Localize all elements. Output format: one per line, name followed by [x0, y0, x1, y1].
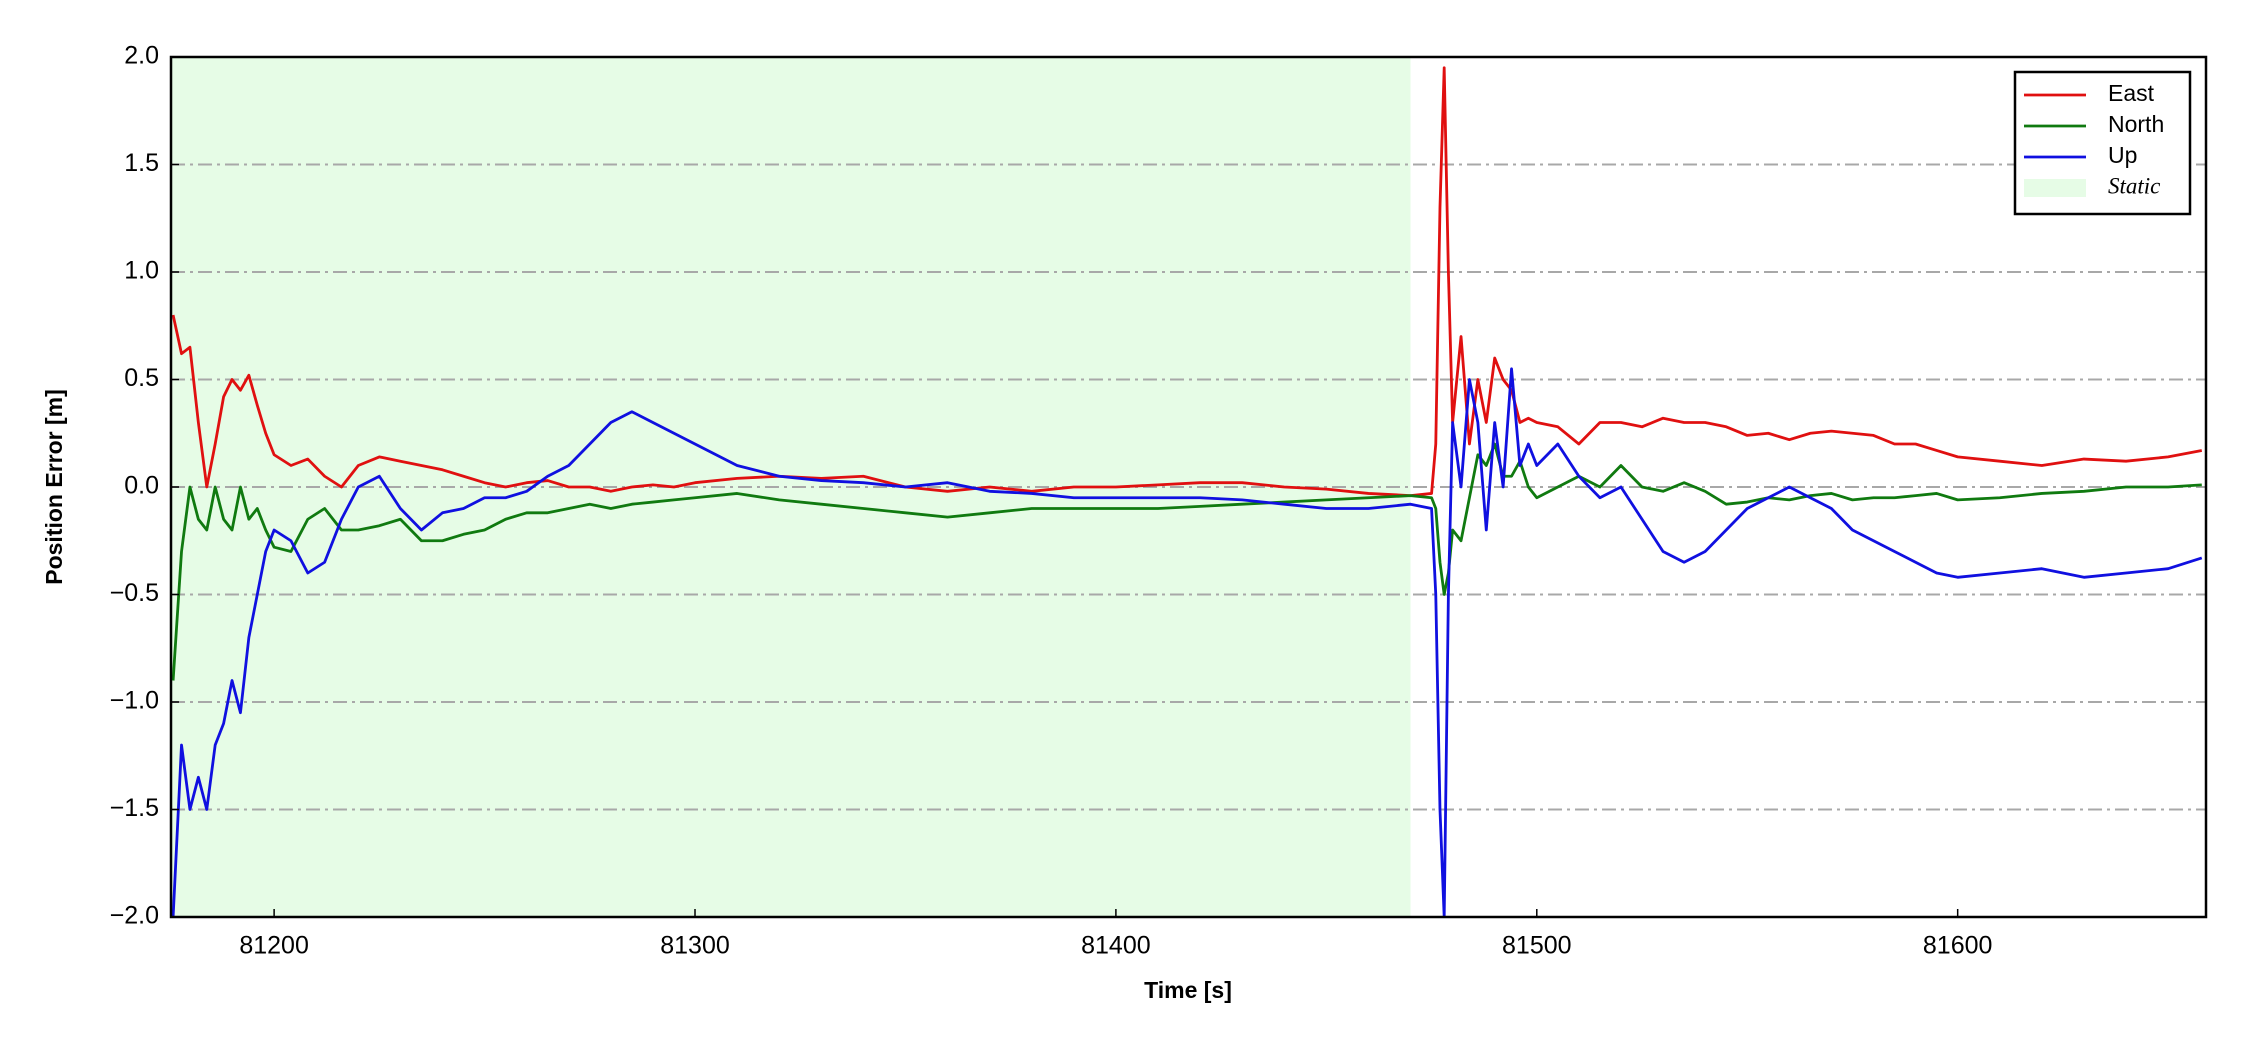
series-line [171, 367, 2203, 917]
lines-layer [171, 66, 2203, 917]
y-tick-label: 2.0 [124, 42, 159, 70]
x-axis-label: Time [s] [1144, 977, 1232, 1003]
y-tick-label: 0.5 [124, 364, 159, 392]
y-tick-label: −2.0 [110, 902, 159, 930]
x-tick-label: 81200 [239, 932, 309, 960]
y-tick-label: 0.0 [124, 472, 159, 500]
legend-swatch [2024, 179, 2086, 197]
x-tick-label: 81500 [1502, 932, 1572, 960]
axes-layer: −2.0 −1.5 −1.0 −0.5 0.0 0.5 1.0 1.5 2.0 81200 8130… [110, 42, 2208, 960]
y-tick-label: 1.5 [124, 149, 159, 177]
y-tick-label: 1.0 [124, 257, 159, 285]
series-line [171, 442, 2202, 681]
y-tick-label: −1.0 [110, 687, 159, 715]
legend-label: Up [2108, 142, 2137, 168]
legend: East North Up Static [2013, 70, 2192, 216]
x-tick-label: 81300 [660, 932, 730, 960]
y-axis-label: Position Error [m] [41, 389, 67, 585]
plot-frame [169, 55, 2208, 919]
legend-label: Static [2108, 173, 2160, 198]
x-tick-label: 81600 [1923, 932, 1993, 960]
legend-label: East [2108, 80, 2155, 106]
x-tick-label: 81400 [1081, 932, 1151, 960]
series-line [171, 66, 2203, 497]
legend-label: North [2108, 111, 2164, 137]
y-tick-label: −1.5 [110, 794, 159, 822]
y-tick-label: −0.5 [110, 579, 159, 607]
